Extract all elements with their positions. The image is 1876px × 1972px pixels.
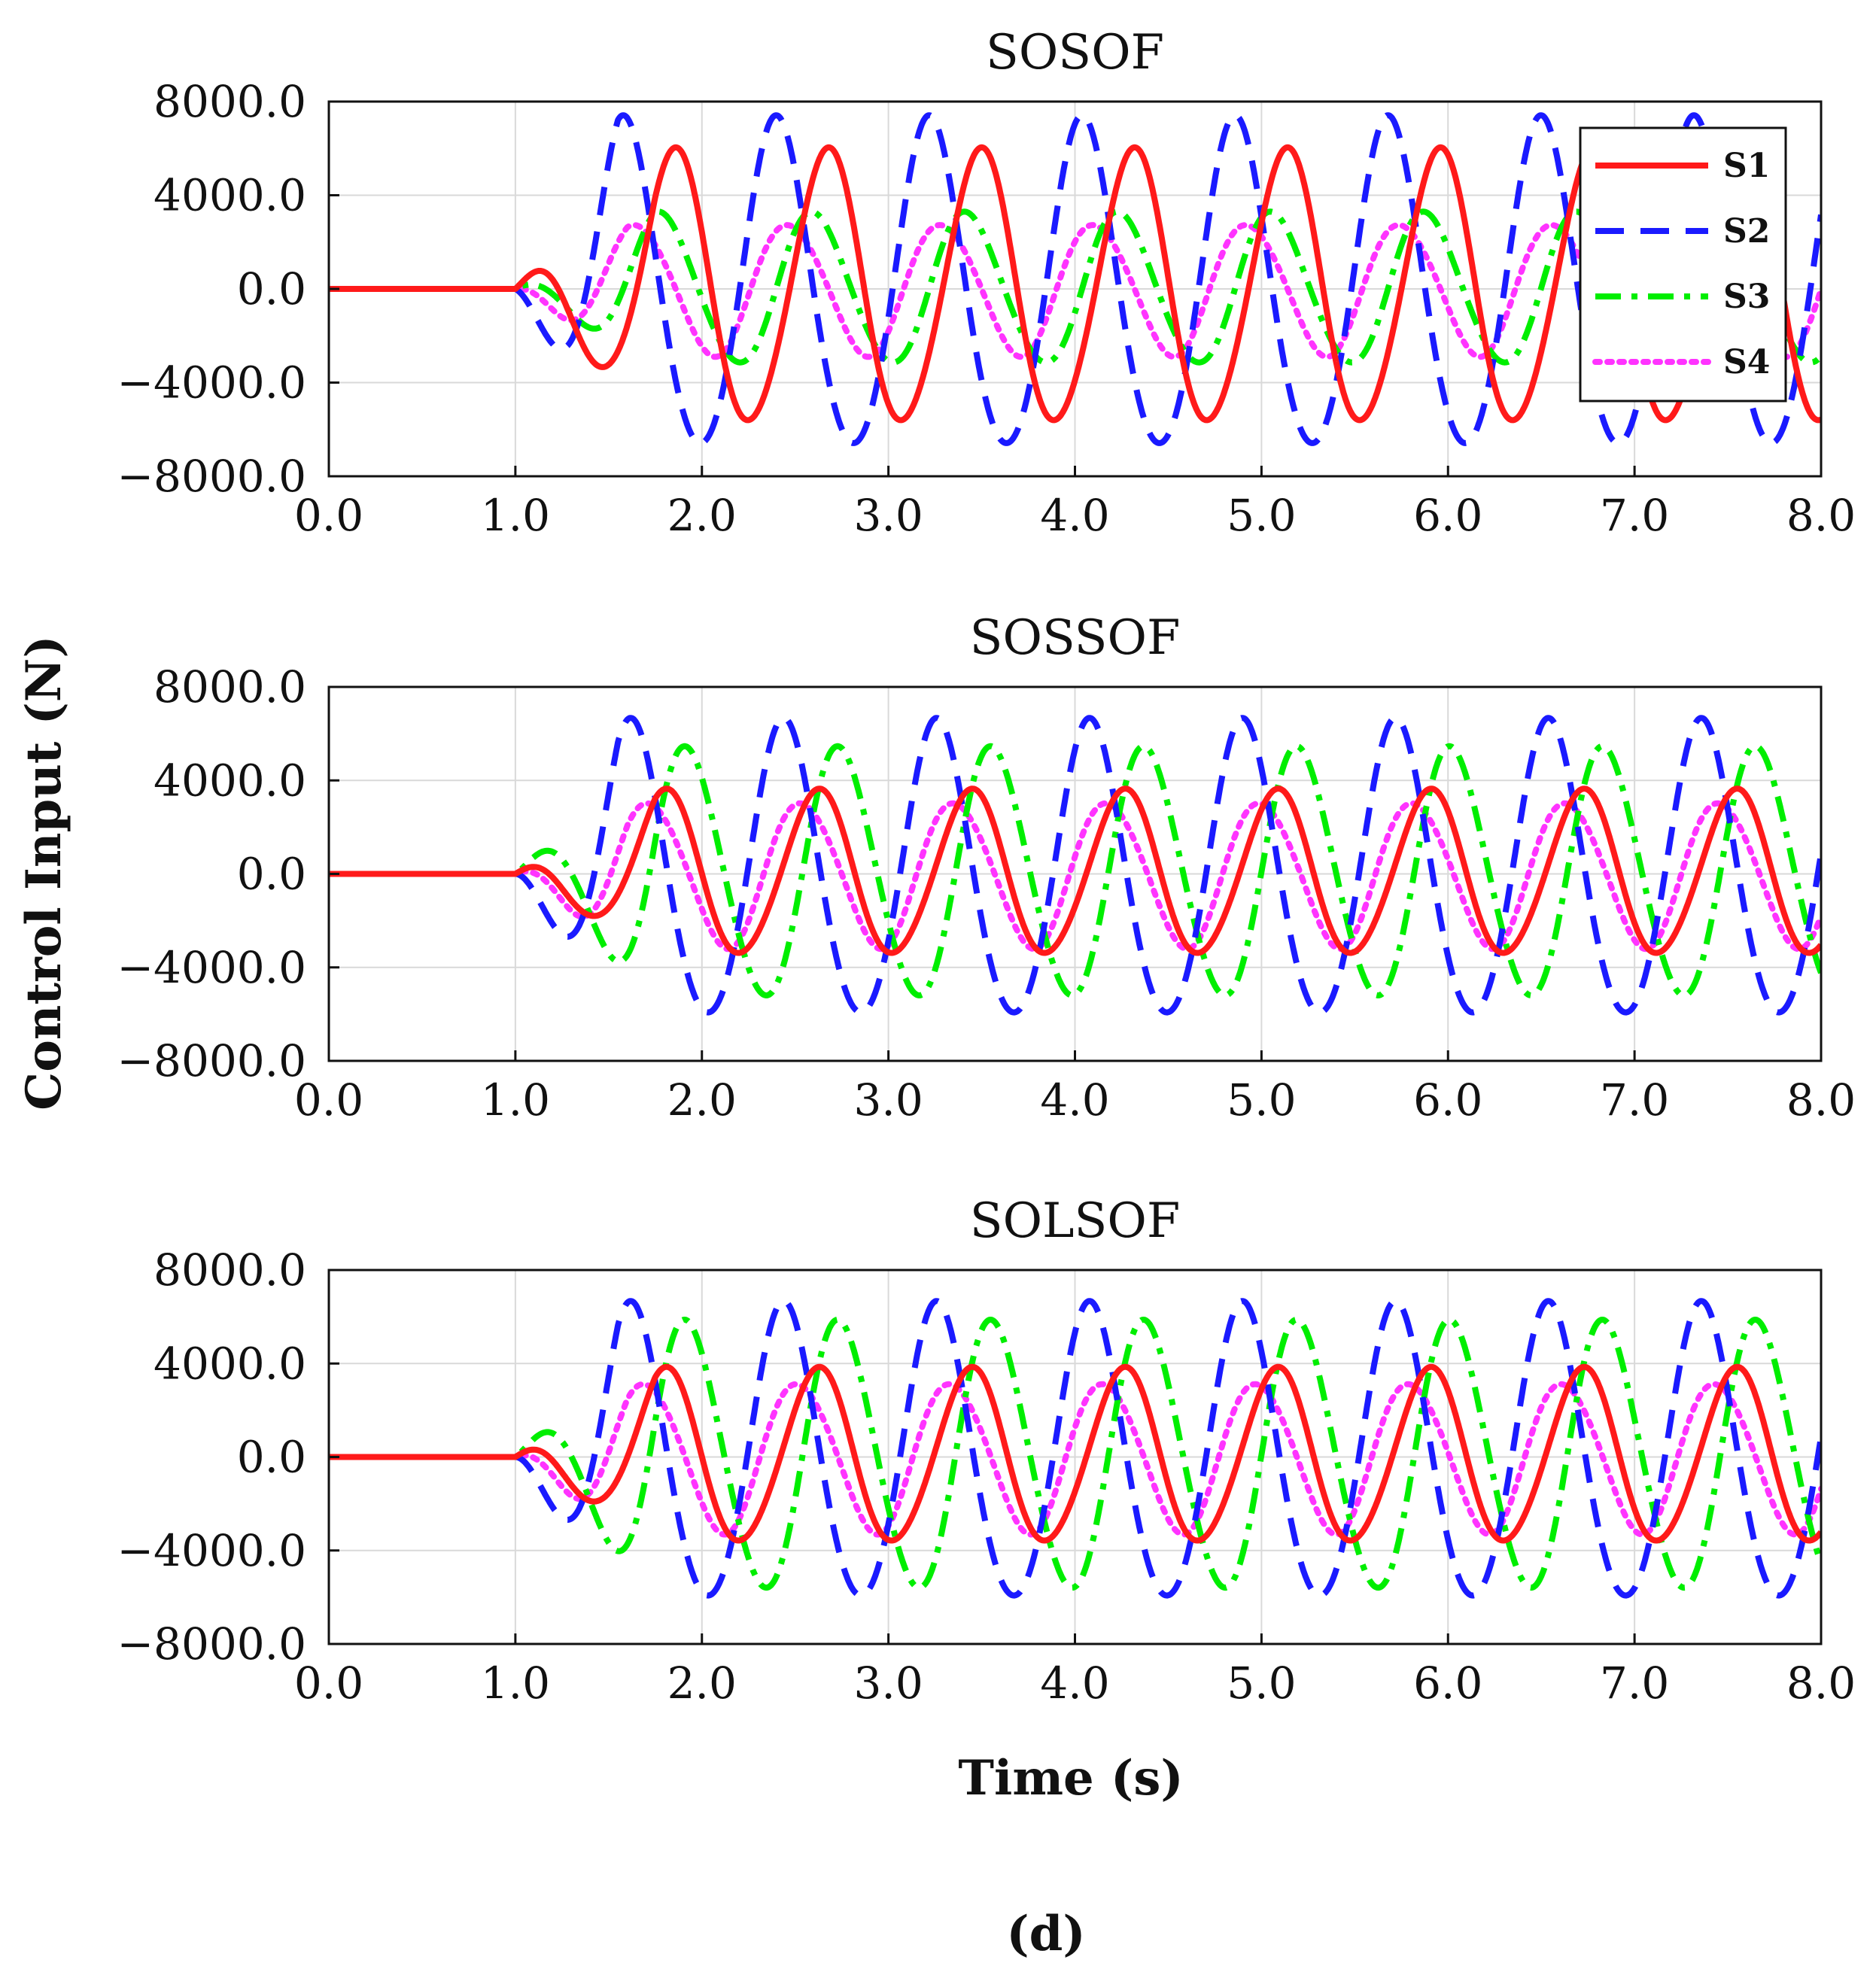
x-tick-label: 8.0 (1786, 1074, 1856, 1126)
panel-sosof: SOSOF 0.0 1.0 2.0 3.0 4.0 5.0 6.0 7.0 8.0 8000.0 40… (117, 25, 1856, 541)
x-tick-label: 3.0 (854, 1658, 923, 1709)
y-tick-label: −8000.0 (117, 451, 306, 502)
y-axis-label: Control Input (N) (16, 635, 72, 1110)
y-tick-label: 4000.0 (154, 170, 306, 221)
y-tick-label: 0.0 (237, 263, 306, 314)
legend-label-s3: S3 (1723, 278, 1770, 316)
y-tick-label: −4000.0 (117, 942, 306, 993)
series-line-s1 (329, 144, 1821, 424)
x-axis-label: Time (s) (958, 1750, 1183, 1806)
panel-title: SOSSOF (970, 610, 1181, 666)
x-tick-label: 3.0 (854, 1074, 923, 1126)
y-tick-label: 8000.0 (154, 661, 306, 713)
legend: S1 S2 S3 S4 (1579, 126, 1787, 403)
x-tick-label: 2.0 (667, 1074, 737, 1126)
panel-label: (d) (1006, 1906, 1085, 1962)
series-group (329, 112, 1821, 446)
x-tick-label: 5.0 (1227, 1658, 1296, 1709)
x-tick-label: 1.0 (481, 1658, 550, 1709)
legend-label-s1: S1 (1723, 147, 1770, 185)
x-tick-label: 1.0 (481, 490, 550, 541)
legend-label-s2: S2 (1723, 212, 1770, 251)
legend-label-s4: S4 (1723, 343, 1770, 381)
y-tick-label: 4000.0 (154, 1338, 306, 1389)
legend-box (1579, 126, 1787, 403)
y-tick-label: −8000.0 (117, 1035, 306, 1086)
y-tick-label: −4000.0 (117, 357, 306, 409)
panel-sossof: SOSSOF 0.0 1.0 2.0 3.0 4.0 5.0 6.0 7.0 8.0 8000.0 4… (117, 610, 1856, 1126)
x-tick-label: 3.0 (854, 490, 923, 541)
x-tick-label: 2.0 (667, 490, 737, 541)
y-tick-label: −8000.0 (117, 1618, 306, 1670)
x-tick-label: 6.0 (1413, 490, 1482, 541)
x-tick-label: 6.0 (1413, 1074, 1482, 1126)
series-line-s1 (329, 785, 1821, 956)
x-tick-label: 8.0 (1786, 490, 1856, 541)
series-line-s3 (329, 208, 1821, 366)
y-tick-label: 0.0 (237, 849, 306, 900)
y-tick-label: 8000.0 (154, 76, 306, 127)
y-tick-label: 8000.0 (154, 1244, 306, 1296)
x-tick-label: 7.0 (1600, 1074, 1669, 1126)
x-tick-label: 4.0 (1040, 1658, 1109, 1709)
x-tick-label: 4.0 (1040, 490, 1109, 541)
series-line-s3 (329, 1317, 1821, 1591)
series-line-s3 (329, 743, 1821, 998)
y-tick-label: 0.0 (237, 1432, 306, 1483)
series-group (329, 1298, 1821, 1599)
series-line-s2 (329, 112, 1821, 446)
panel-solsof: SOLSOF 0.0 1.0 2.0 3.0 4.0 5.0 6.0 7.0 8.0 8000.0 4… (117, 1193, 1856, 1709)
x-tick-label: 0.0 (294, 1074, 363, 1126)
x-tick-label: 7.0 (1600, 1658, 1669, 1709)
x-tick-label: 2.0 (667, 1658, 737, 1709)
x-tick-label: 0.0 (294, 1658, 363, 1709)
x-tick-label: 6.0 (1413, 1658, 1482, 1709)
x-tick-label: 5.0 (1227, 1074, 1296, 1126)
y-tick-label: 4000.0 (154, 755, 306, 806)
panel-title: SOSOF (986, 25, 1164, 81)
x-tick-label: 0.0 (294, 490, 363, 541)
x-tick-label: 5.0 (1227, 490, 1296, 541)
x-tick-label: 8.0 (1786, 1658, 1856, 1709)
panels: SOSOF 0.0 1.0 2.0 3.0 4.0 5.0 6.0 7.0 8.0 8000.0 40… (117, 25, 1856, 1709)
series-line-s1 (329, 1363, 1821, 1544)
x-tick-label: 7.0 (1600, 490, 1669, 541)
x-tick-label: 1.0 (481, 1074, 550, 1126)
series-group (329, 715, 1821, 1016)
panel-title: SOLSOF (970, 1193, 1181, 1249)
x-tick-label: 4.0 (1040, 1074, 1109, 1126)
y-tick-label: −4000.0 (117, 1525, 306, 1576)
